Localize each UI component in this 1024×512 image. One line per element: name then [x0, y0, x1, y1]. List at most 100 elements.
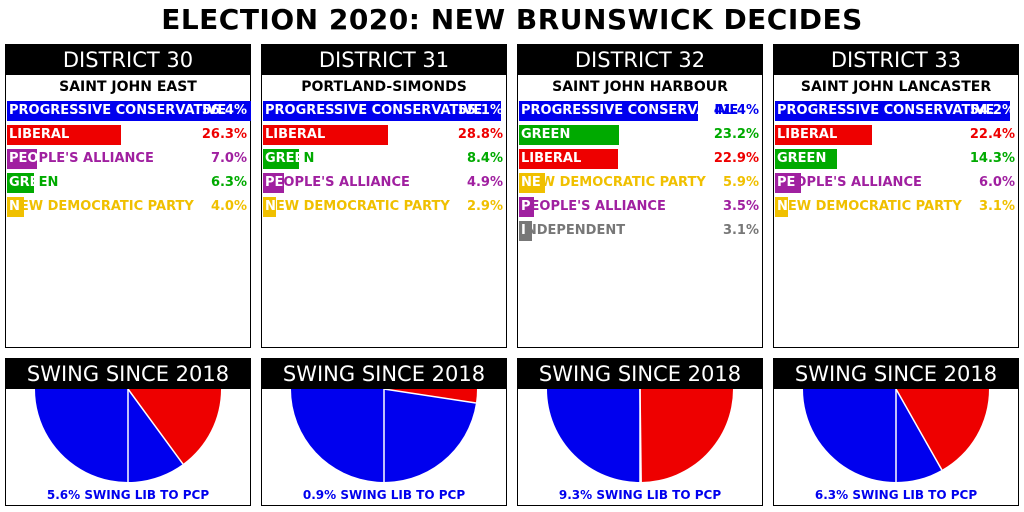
percent-label: 8.4% — [466, 151, 503, 166]
swing-pie-divider — [895, 389, 943, 471]
district-panel: DISTRICT 30 SAINT JOHN EAST PROGRESSIVE CO… — [5, 44, 251, 348]
swing-pie-slice-pcp — [547, 389, 642, 482]
party-label: LIBERAL — [9, 123, 69, 147]
result-row: GREEN 8.4% — [263, 147, 505, 171]
page-title: ELECTION 2020: NEW BRUNSWICK DECIDES — [161, 3, 863, 36]
results-list: PROGRESSIVE CONSERVATIVE 41.4% GREEN 23.2% L… — [518, 99, 762, 243]
swing-header: SWING SINCE 2018 — [262, 359, 506, 389]
result-row: PEOPLE'S ALLIANCE 4.9% — [263, 171, 505, 195]
party-label: PROGRESSIVE CONSERVATIVE — [9, 99, 226, 123]
swing-header: SWING SINCE 2018 — [518, 359, 762, 389]
percent-label: 23.2% — [713, 127, 759, 142]
result-bar — [775, 173, 801, 193]
result-bar — [519, 173, 545, 193]
party-label-on-bar: N — [9, 199, 20, 214]
percent-label: 54.2% — [969, 103, 1015, 118]
party-label-on-bar: LIBERAL — [9, 127, 70, 142]
result-bar — [519, 197, 535, 217]
party-label-on-bar: GRE — [9, 175, 39, 190]
swing-header: SWING SINCE 2018 — [774, 359, 1018, 389]
party-label-off-bar: N — [303, 151, 315, 166]
result-bar — [263, 101, 502, 121]
party-label-on-bar: LIBERAL — [777, 127, 838, 142]
party-label: GREEN — [521, 123, 570, 147]
swing-caption: 6.3% SWING LIB TO PCP — [814, 488, 978, 502]
swing-pie — [547, 389, 733, 482]
party-label: LIBERAL — [521, 147, 581, 171]
result-bar — [7, 101, 251, 121]
percent-label: 3.5% — [722, 199, 759, 214]
party-label-off-bar: EW DEMOCRATIC PARTY — [19, 199, 194, 214]
swing-pie-slice-pcp — [803, 389, 942, 483]
party-label-off-bar: EN — [38, 175, 59, 190]
district-panel: DISTRICT 32 SAINT JOHN HARBOUR PROGRESSIVE… — [517, 44, 763, 348]
party-label-on-bar: GREE — [265, 151, 304, 166]
result-row: PEOPLE'S ALLIANCE 6.0% — [775, 171, 1017, 195]
percent-label: 28.8% — [457, 127, 503, 142]
result-row: PROGRESSIVE CONSERVATIVE 56.4% — [7, 99, 251, 123]
percent-label: 4.9% — [466, 175, 503, 190]
result-row: NEW DEMOCRATIC PARTY 5.9% — [519, 171, 761, 195]
percent-label: 5.9% — [722, 175, 759, 190]
party-label-off-bar: OPLE'S ALLIANCE — [283, 175, 410, 190]
percent-label: 22.4% — [969, 127, 1015, 142]
district-name: SAINT JOHN HARBOUR — [552, 79, 728, 95]
swing-pie-divider — [383, 389, 477, 404]
percent-label: 55.1% — [457, 103, 503, 118]
swing-panel: SWING SINCE 2018 5.6% SWING LIB TO PCP — [5, 358, 251, 506]
party-label-off-bar: EW DEMOCRATIC PARTY — [275, 199, 450, 214]
percent-label: 2.9% — [466, 199, 503, 214]
percent-label: 6.3% — [210, 175, 247, 190]
party-label-on-bar: I — [521, 223, 526, 238]
party-label: LIBERAL — [265, 123, 325, 147]
party-label: PEOPLE'S ALLIANCE — [265, 171, 410, 195]
percent-label: 3.1% — [722, 223, 759, 238]
party-label-on-bar: PROGRESSIVE CONSERVATIVE — [265, 103, 483, 118]
swing-pie-divider — [639, 389, 642, 482]
party-label: GREEN — [265, 147, 314, 171]
district-header: DISTRICT 30 — [6, 45, 250, 75]
party-label-on-bar: PROGRESSIVE CONSERVAT — [521, 103, 715, 118]
district-name: SAINT JOHN EAST — [59, 79, 197, 95]
party-label-off-bar: PLE'S ALLIANCE — [38, 151, 154, 166]
percent-label: 26.3% — [201, 127, 247, 142]
result-row: PROGRESSIVE CONSERVATIVE 55.1% — [263, 99, 505, 123]
swing-pie-slice-lib — [640, 389, 733, 482]
party-label: NEW DEMOCRATIC PARTY — [9, 195, 194, 219]
district-panel: DISTRICT 33 SAINT JOHN LANCASTER PROGRESSI… — [773, 44, 1019, 348]
swing-pie — [35, 389, 221, 483]
result-row: GREEN 23.2% — [519, 123, 761, 147]
party-label-off-bar: EOPLE'S ALLIANCE — [530, 199, 666, 214]
result-row: PEOPLE'S ALLIANCE 7.0% — [7, 147, 249, 171]
result-bar — [519, 125, 620, 145]
swing-panel: SWING SINCE 2018 6.3% SWING LIB TO PCP — [773, 358, 1019, 506]
result-row: LIBERAL 22.9% — [519, 147, 761, 171]
result-row: GREEN 14.3% — [775, 147, 1017, 171]
party-label-off-bar: W DEMOCRATIC PARTY — [540, 175, 706, 190]
result-row: PROGRESSIVE CONSERVATIVE 41.4% — [519, 99, 761, 123]
swing-pie-slice-lib — [896, 389, 989, 470]
party-label-off-bar: NDEPENDENT — [525, 223, 626, 238]
percent-label: 14.3% — [969, 151, 1015, 166]
party-label: PROGRESSIVE CONSERVATIVE — [777, 99, 994, 123]
party-label-off-bar: EW DEMOCRATIC PARTY — [787, 199, 962, 214]
result-row: PROGRESSIVE CONSERVATIVE 54.2% — [775, 99, 1017, 123]
party-label: GREEN — [777, 147, 826, 171]
party-label-on-bar: GREEN — [521, 127, 571, 142]
party-label-on-bar: PROGRESSIVE CONSERVATIVE — [777, 103, 995, 118]
result-bar — [775, 149, 837, 169]
party-label: PEOPLE'S ALLIANCE — [9, 147, 154, 171]
result-bar — [263, 149, 300, 169]
percent-label: 56.4% — [201, 103, 247, 118]
percent-label: 3.1% — [978, 199, 1015, 214]
district-panel: DISTRICT 31 PORTLAND-SIMONDS PROGRESSIVE C… — [261, 44, 507, 348]
party-label-on-bar: GREEN — [777, 151, 827, 166]
percent-label: 22.9% — [713, 151, 759, 166]
party-label-on-bar: N — [777, 199, 788, 214]
swing-panel: SWING SINCE 2018 0.9% SWING LIB TO PCP — [261, 358, 507, 506]
result-bar — [263, 197, 276, 217]
party-label: NEW DEMOCRATIC PARTY — [777, 195, 962, 219]
party-label: LIBERAL — [777, 123, 837, 147]
result-row: GREEN 6.3% — [7, 171, 249, 195]
district-header: DISTRICT 31 — [262, 45, 506, 75]
